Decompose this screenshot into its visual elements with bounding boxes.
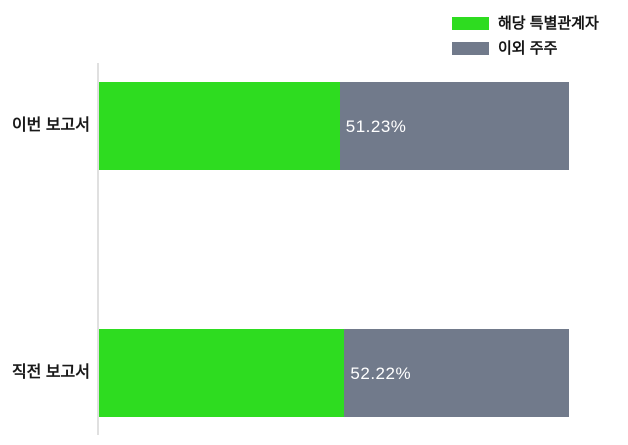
bar-segment-related-parties bbox=[99, 82, 340, 170]
legend: 해당 특별관계자 이외 주주 bbox=[452, 11, 599, 61]
bar-current-report: 51.23% bbox=[99, 82, 569, 170]
bar-segment-other-shareholders: 52.22% bbox=[344, 329, 569, 417]
bar-previous-report: 52.22% bbox=[99, 329, 569, 417]
bar-value-label: 51.23% bbox=[345, 116, 407, 136]
category-label-previous-report: 직전 보고서 bbox=[11, 364, 90, 381]
category-label-current-report: 이번 보고서 bbox=[11, 117, 90, 134]
bar-segment-other-shareholders: 51.23% bbox=[339, 82, 569, 170]
legend-label: 해당 특별관계자 bbox=[498, 15, 599, 32]
bar-segment-related-parties bbox=[99, 329, 345, 417]
legend-item-other-shareholders: 이외 주주 bbox=[452, 36, 599, 61]
legend-swatch-gray bbox=[452, 42, 489, 55]
legend-label: 이외 주주 bbox=[498, 40, 558, 57]
bar-value-label: 52.22% bbox=[350, 363, 412, 383]
legend-swatch-green bbox=[452, 17, 489, 30]
y-axis-line bbox=[97, 63, 99, 435]
legend-item-related-parties: 해당 특별관계자 bbox=[452, 11, 599, 36]
